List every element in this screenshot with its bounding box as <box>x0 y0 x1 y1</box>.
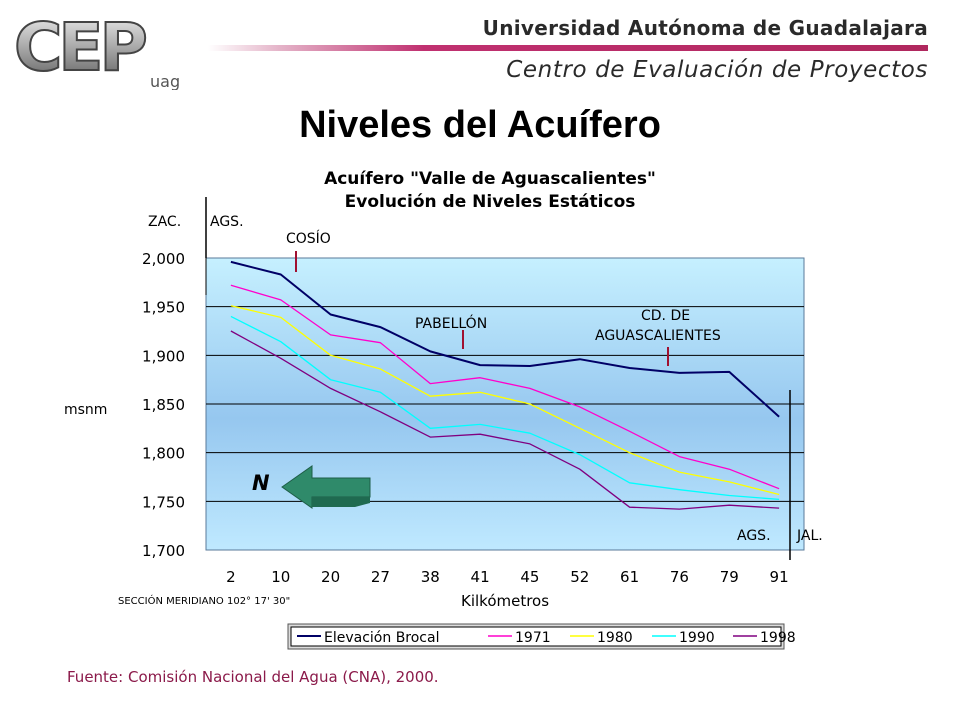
x-tick-label: 41 <box>471 568 490 586</box>
legend-label: 1980 <box>597 630 633 646</box>
label-cd-line2: AGUASCALIENTES <box>595 328 721 344</box>
chart-title-line2: Evolución de Niveles Estáticos <box>344 192 636 212</box>
label-zac: ZAC. <box>148 214 181 230</box>
x-tick-label: 52 <box>570 568 589 586</box>
x-tick-label: 45 <box>520 568 539 586</box>
x-tick-label: 79 <box>720 568 739 586</box>
series-line-1980 <box>230 305 780 496</box>
y-tick-label: 1,850 <box>142 396 185 414</box>
x-tick-label: 10 <box>271 568 290 586</box>
north-arrow-icon: N <box>252 465 371 509</box>
university-name: Universidad Autónoma de Guadalajara <box>482 16 928 40</box>
legend: Elevación Brocal 1971 1980 1990 1998 <box>287 623 796 650</box>
series-line-1998 <box>230 330 780 510</box>
source-note: Fuente: Comisión Nacional del Agua (CNA)… <box>67 668 439 686</box>
x-tick-label: 91 <box>770 568 789 586</box>
x-axis-label: Kilkómetros <box>461 592 549 610</box>
series-lines <box>230 260 780 510</box>
logo-sub: uag <box>150 72 180 90</box>
legend-label: 1971 <box>515 630 551 646</box>
x-tick-label: 76 <box>670 568 689 586</box>
label-pabellon: PABELLÓN <box>415 314 487 332</box>
chart-title: Acuífero "Valle de Aguascalientes" Evolu… <box>205 168 775 214</box>
y-tick-label: 1,900 <box>142 347 185 365</box>
series-line-1971 <box>230 284 780 490</box>
label-ags-top: AGS. <box>210 214 244 230</box>
y-tick-label: 2,000 <box>142 250 185 268</box>
north-label: N <box>252 471 270 495</box>
cep-logo: CEP uag <box>13 8 180 90</box>
y-tick-label: 1,950 <box>142 299 185 317</box>
y-axis: 2,000 1,950 1,900 1,850 1,800 1,750 1,700 <box>142 250 185 560</box>
chart-title-line1: Acuífero "Valle de Aguascalientes" <box>324 169 656 189</box>
label-jal: JAL. <box>796 528 823 544</box>
label-ags-bottom: AGS. <box>737 528 771 544</box>
slide-title: Niveles del Acuífero <box>299 104 661 146</box>
logo-text: CEP <box>14 9 146 86</box>
center-name: Centro de Evaluación de Proyectos <box>506 57 928 83</box>
label-cd-line1: CD. DE <box>641 308 690 324</box>
label-cosio: COSÍO <box>286 230 331 247</box>
series-line-1990 <box>230 315 780 501</box>
y-tick-label: 1,750 <box>142 493 185 511</box>
y-tick-label: 1,800 <box>142 445 185 463</box>
legend-label: Elevación Brocal <box>324 630 439 646</box>
x-tick-label: 2 <box>226 568 236 586</box>
x-axis: 2 10 20 27 38 41 45 52 61 76 79 91 <box>226 568 788 586</box>
series-line-brocal <box>230 260 780 418</box>
legend-label: 1990 <box>679 630 715 646</box>
x-tick-label: 38 <box>421 568 440 586</box>
section-note: SECCIÓN MERIDIANO 102° 17' 30" <box>118 594 290 607</box>
x-tick-label: 61 <box>620 568 639 586</box>
x-tick-label: 20 <box>321 568 340 586</box>
y-axis-label: msnm <box>64 402 107 418</box>
x-tick-label: 27 <box>371 568 390 586</box>
header-divider <box>208 45 928 51</box>
y-tick-label: 1,700 <box>142 542 185 560</box>
legend-label: 1998 <box>760 630 796 646</box>
